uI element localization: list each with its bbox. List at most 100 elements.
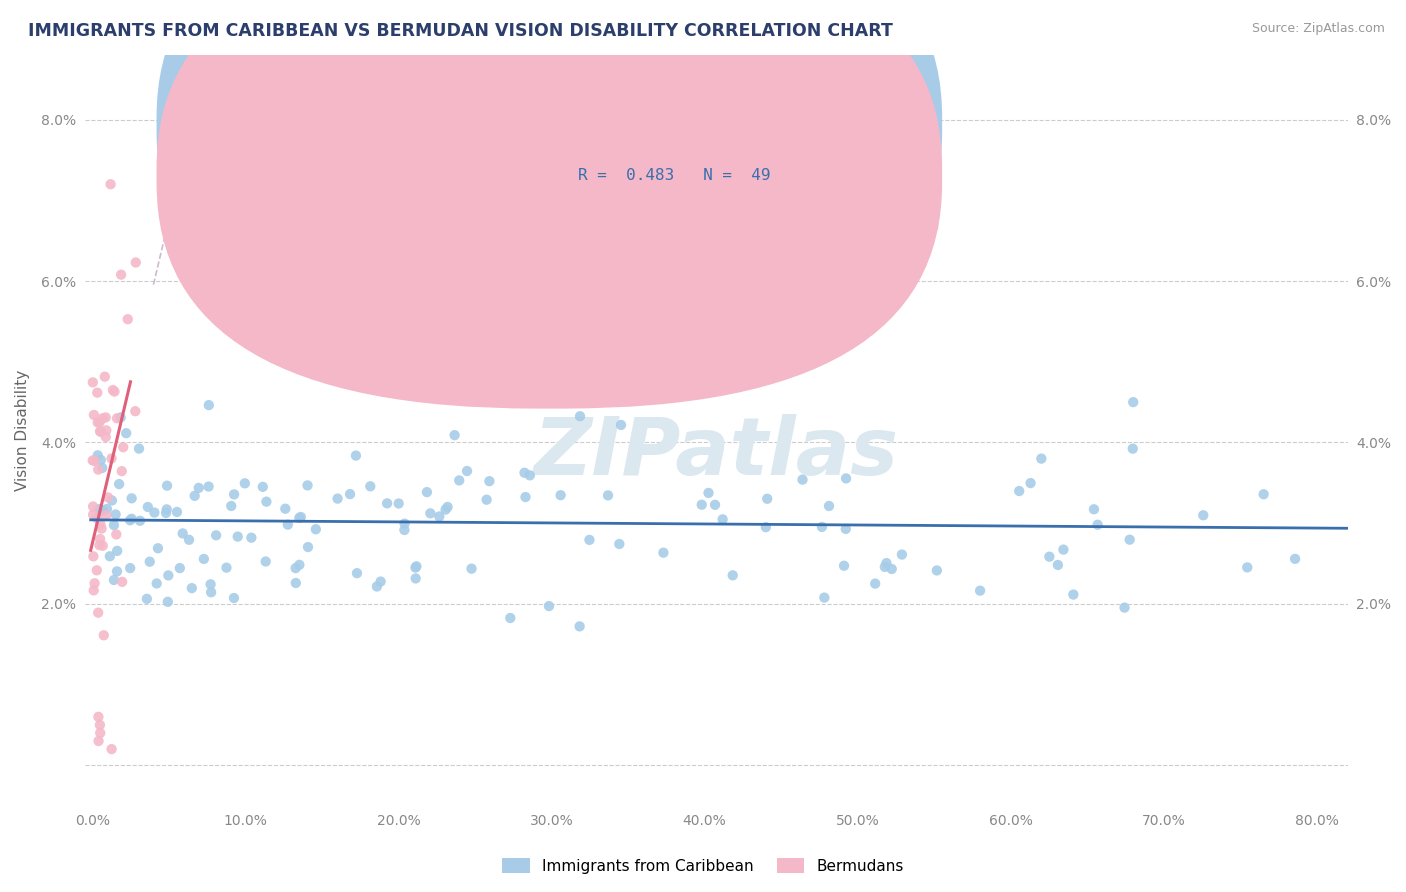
Point	[427, 509, 450, 524]
Point	[890, 548, 912, 562]
Point	[405, 571, 427, 585]
Point	[1114, 600, 1136, 615]
Point	[125, 255, 148, 269]
Point	[711, 512, 734, 526]
Point	[156, 478, 179, 492]
Point	[873, 560, 896, 574]
Text: IMMIGRANTS FROM CARIBBEAN VS BERMUDAN VISION DISABILITY CORRELATION CHART: IMMIGRANTS FROM CARIBBEAN VS BERMUDAN VI…	[28, 22, 893, 40]
Point	[183, 489, 205, 503]
Point	[110, 410, 132, 425]
Point	[89, 718, 111, 732]
Point	[121, 491, 143, 506]
Point	[568, 619, 591, 633]
Text: Source: ZipAtlas.com: Source: ZipAtlas.com	[1251, 22, 1385, 36]
Point	[811, 520, 834, 534]
Point	[297, 478, 319, 492]
Point	[96, 508, 118, 523]
FancyBboxPatch shape	[156, 0, 942, 359]
Point	[82, 453, 104, 467]
Point	[121, 512, 143, 526]
Point	[89, 425, 111, 439]
Point	[443, 428, 465, 442]
Point	[82, 500, 104, 514]
Point	[721, 568, 744, 582]
Point	[537, 599, 560, 613]
Point	[83, 454, 105, 468]
Point	[90, 453, 112, 467]
Point	[83, 408, 105, 422]
Point	[83, 576, 105, 591]
Point	[226, 530, 249, 544]
Point	[86, 416, 108, 430]
Point	[91, 504, 114, 518]
Point	[105, 544, 128, 558]
Point	[394, 523, 416, 537]
Text: R = -0.046   N = 144: R = -0.046 N = 144	[578, 118, 770, 132]
Point	[87, 734, 110, 748]
Point	[375, 496, 398, 510]
Point	[94, 369, 117, 384]
Point	[607, 537, 630, 551]
Point	[277, 517, 299, 532]
Point	[756, 491, 779, 506]
Point	[89, 502, 111, 516]
Point	[1031, 451, 1053, 466]
Point	[200, 577, 222, 591]
Point	[90, 425, 112, 439]
Point	[925, 564, 948, 578]
Point	[1008, 483, 1031, 498]
Point	[145, 576, 167, 591]
Point	[90, 522, 112, 536]
Point	[863, 576, 886, 591]
Point	[82, 549, 104, 564]
Point	[416, 485, 439, 500]
Point	[704, 498, 727, 512]
Point	[394, 516, 416, 531]
Point	[136, 500, 159, 514]
Point	[155, 506, 177, 520]
Point	[344, 449, 367, 463]
Point	[284, 576, 307, 591]
FancyBboxPatch shape	[156, 0, 942, 409]
Point	[100, 742, 122, 756]
Point	[550, 488, 572, 502]
Point	[96, 502, 118, 516]
Point	[610, 417, 633, 432]
Point	[100, 451, 122, 466]
Point	[284, 561, 307, 575]
Point	[86, 563, 108, 577]
Point	[792, 473, 814, 487]
Point	[475, 492, 498, 507]
Point	[101, 493, 124, 508]
Point	[86, 511, 108, 525]
Point	[83, 583, 105, 598]
Point	[115, 426, 138, 441]
Point	[89, 517, 111, 532]
Point	[1052, 542, 1074, 557]
Point	[222, 487, 245, 501]
Point	[139, 555, 162, 569]
Point	[111, 464, 134, 478]
Point	[200, 585, 222, 599]
Point	[112, 440, 135, 454]
Point	[86, 385, 108, 400]
Point	[124, 404, 146, 418]
Point	[1083, 502, 1105, 516]
Point	[880, 562, 903, 576]
Point	[93, 628, 115, 642]
Point	[659, 338, 682, 352]
Legend: Immigrants from Caribbean, Bermudans: Immigrants from Caribbean, Bermudans	[496, 852, 910, 880]
Point	[290, 510, 312, 524]
Point	[1192, 508, 1215, 523]
Point	[1118, 533, 1140, 547]
Point	[103, 573, 125, 587]
Point	[205, 528, 228, 542]
Point	[103, 384, 125, 399]
Point	[326, 491, 349, 506]
Point	[198, 398, 221, 412]
Point	[87, 606, 110, 620]
Point	[108, 477, 131, 491]
Point	[193, 552, 215, 566]
Point	[97, 491, 120, 505]
Point	[91, 411, 114, 425]
